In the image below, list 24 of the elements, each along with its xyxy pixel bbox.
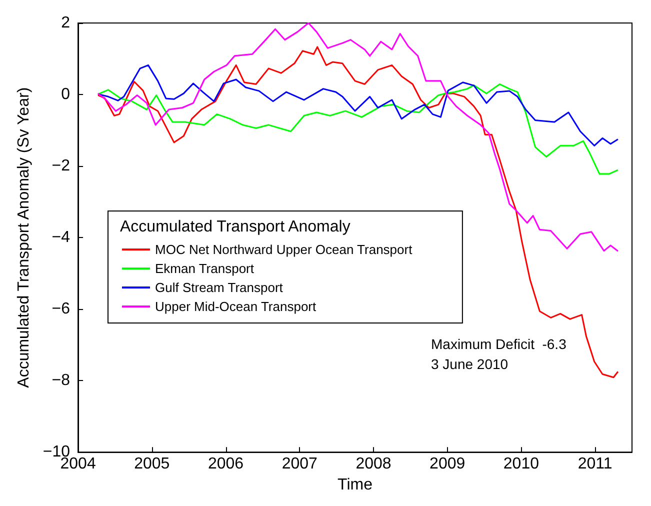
- x-tick-label: 2007: [282, 456, 318, 473]
- annotation: Maximum Deficit -6.3 3 June 2010: [431, 336, 567, 372]
- legend-label: Gulf Stream Transport: [155, 280, 284, 295]
- x-tick-label: 2008: [356, 456, 392, 473]
- line-series: [97, 64, 619, 146]
- y-tick-label: −8: [52, 372, 70, 390]
- x-tick-label: 2010: [503, 456, 540, 473]
- x-axis-title: Time: [338, 476, 373, 494]
- legend-label: Upper Mid-Ocean Transport: [155, 299, 317, 314]
- y-axis-title: Accumulated Transport Anomaly (Sv Year): [16, 87, 32, 388]
- y-tick-label: −6: [52, 300, 70, 318]
- legend-title: Accumulated Transport Anomaly: [120, 218, 350, 236]
- x-tick-label: 2011: [578, 456, 612, 473]
- y-tick-label: −2: [52, 158, 70, 175]
- x-tick-label: 2005: [134, 456, 170, 473]
- y-tick-label: −4: [52, 229, 70, 246]
- x-tick-label: 2006: [208, 456, 244, 473]
- line-series: [97, 83, 619, 175]
- legend-label: MOC Net Northward Upper Ocean Transport: [155, 242, 413, 257]
- line-series: [97, 46, 619, 378]
- x-tick-label: 2009: [430, 456, 466, 473]
- y-tick-label: 2: [61, 14, 70, 32]
- y-tick-label: 0: [61, 86, 70, 104]
- legend-label: Ekman Transport: [155, 261, 254, 276]
